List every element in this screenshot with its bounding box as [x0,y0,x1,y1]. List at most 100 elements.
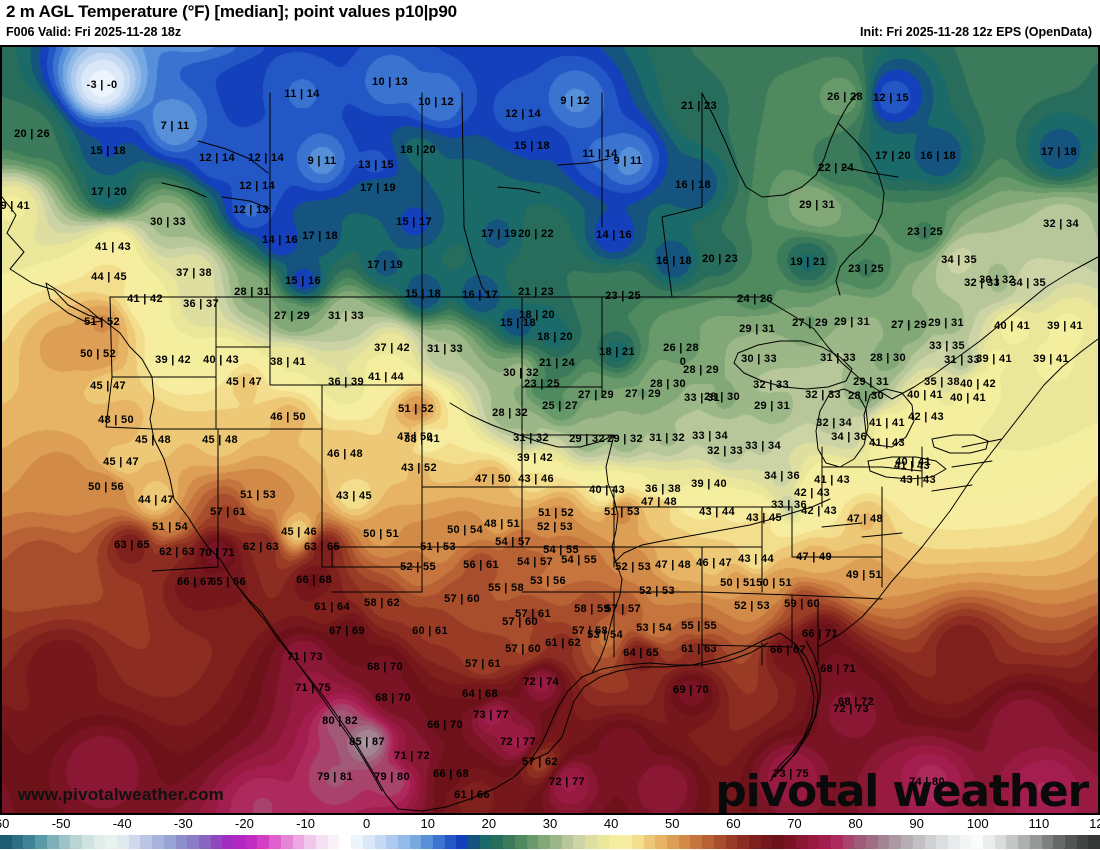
colorbar-segment [971,835,984,849]
chart-header: 2 m AGL Temperature (°F) [median]; point… [0,0,1100,45]
colorbar-segment [315,835,328,849]
colorbar-segment [1041,835,1054,849]
point-value: 27 | 29 [274,310,310,322]
colorbar-segment [760,835,773,849]
point-value: 17 | 19 [360,182,396,194]
colorbar-strip [0,835,1100,849]
point-value: 20 | 23 [702,253,738,265]
colorbar-segment [725,835,738,849]
point-value: 34 | 35 [941,254,977,266]
colorbar-segment [585,835,597,849]
colorbar-segment [351,835,363,849]
colorbar: -60 -50 -40 -30 -20 -10 0 10 20 30 40 50 60 70 80 90 100… [0,815,1100,850]
point-value: 29 | 31 [754,400,790,412]
colorbar-segment [269,835,281,849]
colorbar-segment [58,835,71,849]
colorbar-segment [830,835,843,849]
colorbar-segment [1076,835,1089,849]
point-value: 30 | 32 [503,367,539,379]
colorbar-segment [198,835,211,849]
colorbar-segment [304,835,316,849]
point-value: 68 | 71 [820,663,856,675]
point-value: 29 | 32 [569,433,605,445]
colorbar-segment [421,835,434,849]
point-value: 64 | 68 [462,688,498,700]
colorbar-tick-label: 20 [481,816,497,831]
point-value: 21 | 24 [539,357,575,369]
point-value: 20 | 26 [14,128,50,140]
point-value: 27 | 29 [891,319,927,331]
point-value: 31 | 32 [513,432,549,444]
colorbar-segment [163,835,176,849]
point-value: 66 | 68 [296,574,332,586]
temperature-field-raster [2,47,1098,813]
point-value: 67 | 69 [329,625,365,637]
point-value: 21 | 23 [518,286,554,298]
point-value: 39 | 41 [0,200,30,212]
point-value: 47 | 50 [475,473,511,485]
point-value: 71 | 73 [287,651,323,663]
point-value: 85 | 87 [349,736,385,748]
point-value: 30 | 33 [150,216,186,228]
colorbar-segment [386,835,398,849]
point-value: 66 | 67 [177,576,213,588]
point-value: 30 | 32 [979,274,1015,286]
colorbar-tick-label: 120 [1089,816,1100,831]
point-value: 57 | 61 [210,506,246,518]
colorbar-segment [983,835,995,849]
init-time-label: Init: Fri 2025-11-28 12z EPS (OpenData) [859,25,1092,39]
point-value: 11 | 14 [582,148,618,160]
point-value: 19 | 21 [790,256,826,268]
point-value: 23 | 25 [848,263,884,275]
point-value: 9 | 11 [307,155,337,167]
point-value: 12 | 14 [239,180,275,192]
point-value: 46 | 47 [696,557,732,569]
point-value: 41 | 41 [869,417,905,429]
point-value: 65 | 66 [210,576,246,588]
point-value: 52 | 53 [734,600,770,612]
colorbar-tick-label: -40 [112,816,132,831]
point-value: 28 | 30 [848,390,884,402]
point-value: 51 | 53 [604,506,640,518]
point-value: 51 | 53 [240,489,276,501]
point-value: 51 | 52 [398,403,434,415]
point-value: 42 | 43 [794,487,830,499]
colorbar-tick-label: 50 [664,816,680,831]
point-value: 48 | 50 [98,414,134,426]
point-value: 29 | 31 [928,317,964,329]
colorbar-segment [409,835,422,849]
point-value: 40 | 41 [950,392,986,404]
point-value: 57 | 61 [515,608,551,620]
colorbar-segment [327,835,340,849]
colorbar-ticks: -60 -50 -40 -30 -20 -10 0 10 20 30 40 50 60 70 80 90 100… [0,815,1100,835]
point-value: 45 | 46 [281,526,317,538]
point-value: 48 | 51 [484,518,520,530]
point-value: 17 | 19 [367,259,403,271]
colorbar-segment [749,835,761,849]
watermark-url: www.pivotalweather.com [18,785,224,804]
point-value: 54 | 55 [543,544,579,556]
point-value: 12 | 13 [233,204,269,216]
point-value: 44 | 47 [138,494,174,506]
point-value: 33 | 31 [684,392,720,404]
point-value: 38 | 41 [404,433,440,445]
point-value: 25 | 27 [542,400,578,412]
colorbar-segment [456,835,469,849]
temperature-map[interactable]: -3 | -0 20 | 26 7 | 11 15 | 18 12 | 14 12 | 1… [0,45,1100,815]
point-value: 45 | 47 [90,380,126,392]
colorbar-segment [877,835,890,849]
point-value: 0 [679,356,687,368]
point-value: 50 | 51 [756,577,792,589]
point-value: 32 | 33 [805,389,841,401]
point-value: 57 | 62 [522,756,558,768]
point-value: 34 | 36 [764,470,800,482]
point-value: 32 | 34 [816,417,852,429]
point-value: 20 | 22 [518,228,554,240]
colorbar-segment [561,835,574,849]
colorbar-segment [655,835,668,849]
point-value: 17 | 18 [302,230,338,242]
point-value: 10 | 12 [418,96,454,108]
point-value: 69 | 70 [673,684,709,696]
point-value: 50 | 52 [80,348,116,360]
point-value: 28 | 32 [492,407,528,419]
